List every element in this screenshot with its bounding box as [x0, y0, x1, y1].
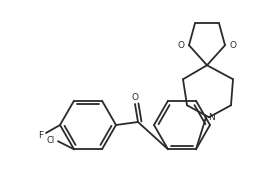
Text: O: O	[131, 93, 139, 101]
Text: Cl: Cl	[47, 136, 55, 145]
Text: O: O	[230, 41, 237, 50]
Text: N: N	[209, 113, 215, 122]
Text: O: O	[177, 41, 184, 50]
Text: F: F	[38, 130, 43, 139]
